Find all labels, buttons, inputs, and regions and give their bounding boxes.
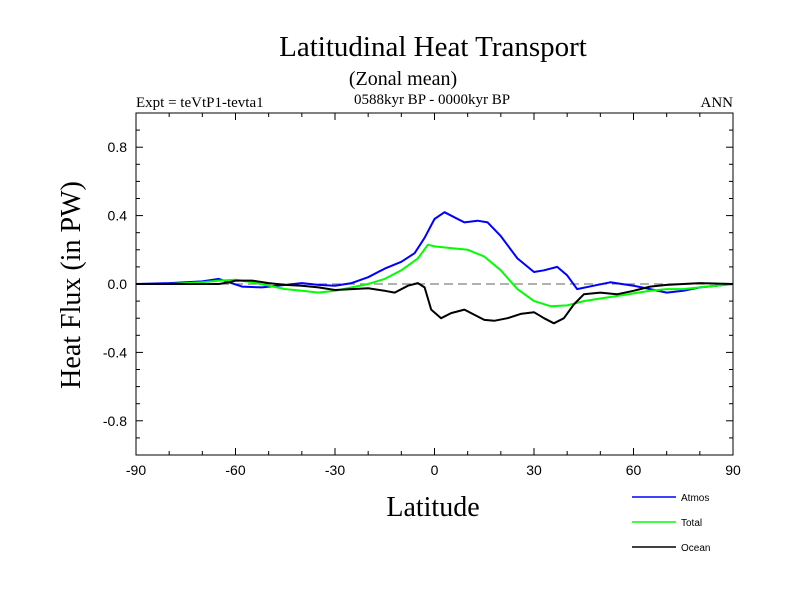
period-label: 0588kyr BP - 0000kyr BP	[354, 92, 510, 108]
x-tick-label: -30	[325, 462, 345, 478]
y-tick-label: -0.8	[103, 413, 127, 429]
x-tick-label: 90	[725, 462, 741, 478]
y-tick-label: -0.4	[103, 344, 127, 360]
x-tick-label: 30	[526, 462, 542, 478]
y-tick-label: 0.8	[108, 139, 128, 155]
chart-subtitle: (Zonal mean)	[349, 68, 457, 90]
x-tick-label: 0	[431, 462, 439, 478]
x-axis-label: Latitude	[386, 492, 479, 523]
plot-area: -90 -60 -30 0 30 60 90 -0.8 -0.4 0.0 0.4 0.8	[103, 112, 741, 478]
legend: Atmos Total Ocean	[632, 493, 710, 554]
series-line-total	[136, 243, 734, 308]
y-tick-label: 0.0	[108, 276, 128, 292]
x-tick-label: -60	[225, 462, 245, 478]
chart-title: Latitudinal Heat Transport	[279, 31, 587, 63]
y-axis-label: Heat Flux (in PW)	[56, 181, 87, 389]
season-label: ANN	[701, 95, 734, 111]
x-tick-label: -90	[126, 462, 146, 478]
series-line-ocean	[136, 279, 734, 325]
y-tick-label: 0.4	[108, 208, 128, 224]
legend-label-atmos: Atmos	[681, 493, 709, 504]
legend-label-total: Total	[681, 518, 702, 529]
expt-label: Expt = teVtP1-tevta1	[136, 95, 264, 111]
legend-label-ocean: Ocean	[681, 543, 710, 554]
x-tick-label: 60	[626, 462, 642, 478]
